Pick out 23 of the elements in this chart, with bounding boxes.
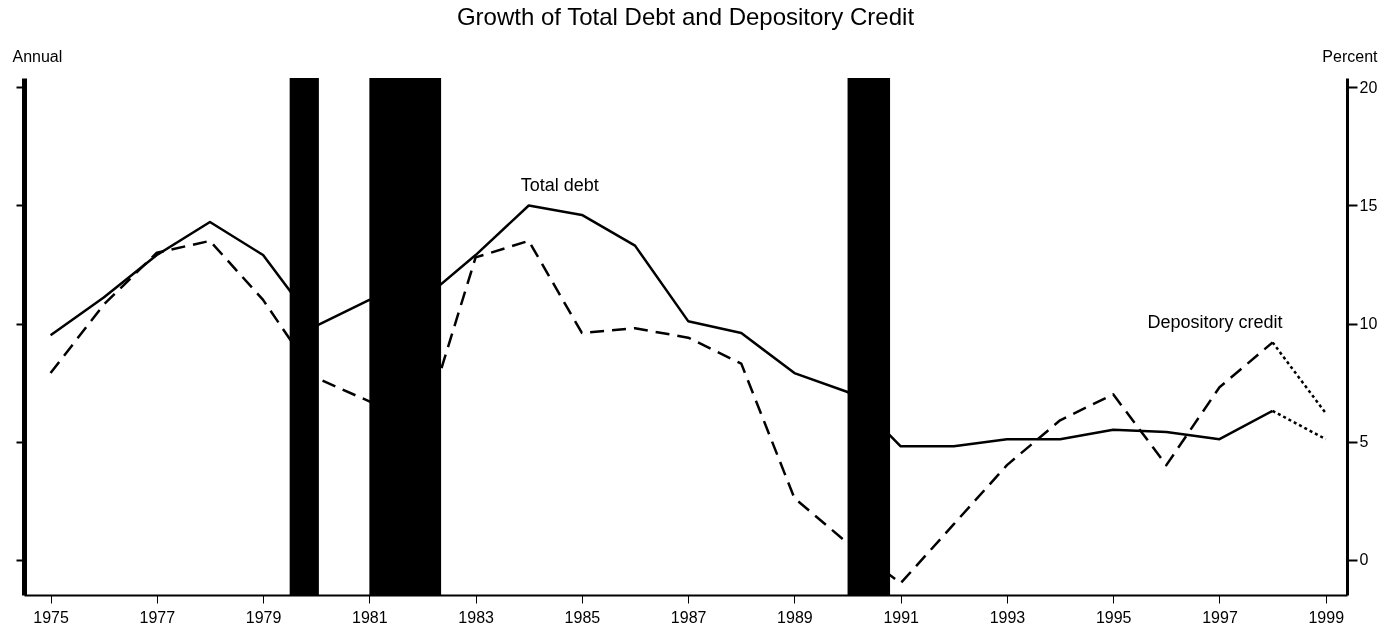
x-tick-label: 1985: [564, 608, 601, 626]
y-tick-label: 5: [1359, 433, 1369, 451]
x-tick-label: 1989: [777, 608, 813, 626]
x-tick-label: 1975: [33, 608, 69, 626]
x-tick-label: 1999: [1308, 608, 1345, 626]
x-tick-label: 1997: [1202, 608, 1238, 626]
x-tick-label: 1979: [245, 608, 282, 626]
x-tick-label: 1987: [670, 608, 707, 626]
x-tick-label: 1993: [989, 608, 1026, 626]
y-tick-label: 10: [1359, 315, 1378, 333]
series-label: Depository credit: [1147, 312, 1283, 333]
x-tick-label: 1977: [139, 608, 176, 626]
chart-title: Growth of Total Debt and Depository Credit: [456, 3, 915, 30]
y-tick-label: 15: [1359, 196, 1378, 214]
text: Annual: [12, 47, 63, 65]
y-tick-label: 0: [1359, 551, 1369, 569]
y-axis-title: Percent: [1322, 47, 1379, 65]
x-tick-label: 1983: [458, 608, 495, 626]
series-label: Total debt: [520, 175, 599, 196]
y-tick-label: 20: [1359, 78, 1378, 96]
x-tick-label: 1991: [883, 608, 920, 626]
x-tick-label: 1981: [352, 608, 388, 626]
x-tick-label: 1995: [1095, 608, 1132, 626]
